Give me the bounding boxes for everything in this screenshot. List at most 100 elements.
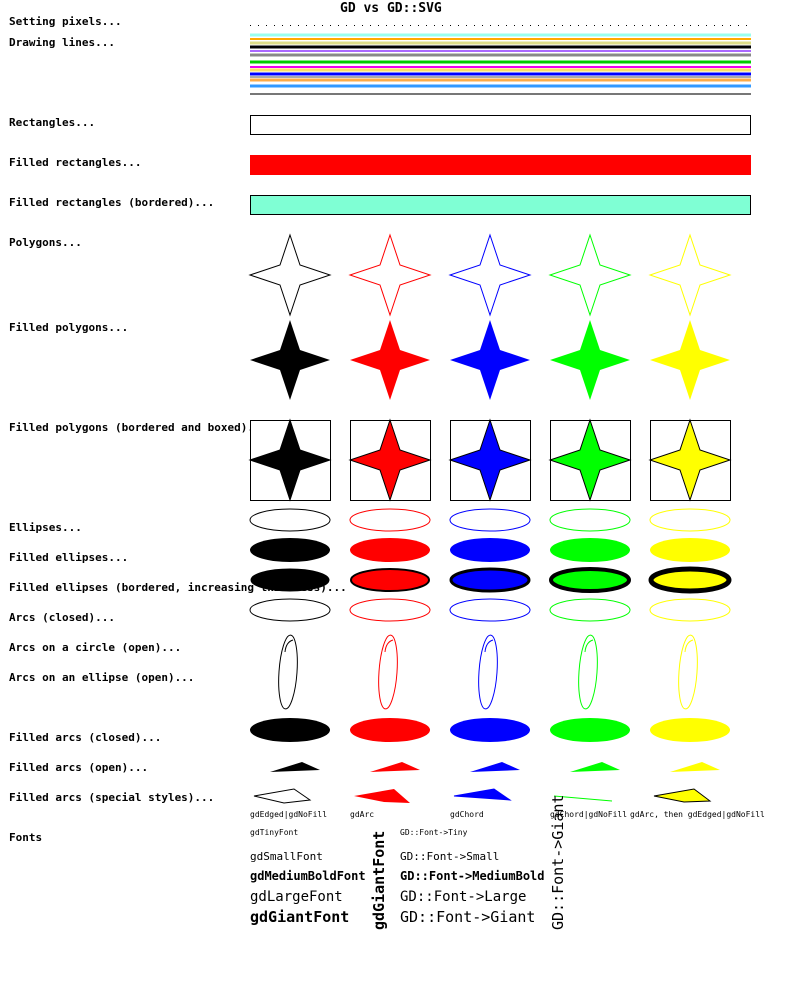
filled-rectangle: [250, 155, 751, 175]
pixel: [458, 25, 459, 26]
special-arc-arc: [354, 789, 410, 803]
label-polygons: Polygons...: [9, 236, 82, 249]
svg-font-sample-giant: GD::Font->Giant: [400, 908, 536, 926]
label-ellipses: Ellipses...: [9, 521, 82, 534]
font-sample-large: gdLargeFont: [250, 889, 343, 905]
pixel: [666, 25, 667, 26]
pixel: [658, 25, 659, 26]
ellipse-filled: [450, 538, 530, 562]
pixel: [530, 25, 531, 26]
pixel: [410, 25, 411, 26]
arc-ellipse-open: [578, 634, 598, 710]
label-fonts: Fonts: [9, 831, 43, 844]
page-title: GD vs GD::SVG: [340, 1, 442, 16]
pixel: [714, 25, 715, 26]
filled-arc-open: [370, 762, 420, 772]
pixel: [418, 25, 419, 26]
label-drawing-lines: Drawing lines...: [9, 36, 115, 49]
filled-arc-open: [470, 762, 520, 772]
filled-rectangle-bordered: [250, 195, 751, 215]
pixel: [522, 25, 523, 26]
pixel: [554, 25, 555, 26]
svg-font-sample-large: GD::Font->Large: [400, 889, 527, 905]
arc-style-caption: gdChord: [450, 810, 484, 819]
ellipse-outline: [549, 508, 631, 532]
pixel: [578, 25, 579, 26]
pixel: [674, 25, 675, 26]
filled-arc-open: [270, 762, 320, 772]
pixel-row: [250, 25, 747, 26]
label-filled-arcs-special: Filled arcs (special styles)...: [9, 791, 215, 804]
pixel: [562, 25, 563, 26]
pixel: [354, 25, 355, 26]
pixel: [642, 25, 643, 26]
pixel: [330, 25, 331, 26]
arc-style-caption: gdArc, then gdEdged|gdNoFill: [630, 810, 765, 819]
label-filled-ellipses: Filled ellipses...: [9, 551, 129, 564]
label-filled-polygons: Filled polygons...: [9, 321, 129, 334]
ellipse-bordered: [449, 567, 531, 593]
font-sample-medium: gdMediumBoldFont: [250, 869, 366, 883]
pixel: [426, 25, 427, 26]
font-sample-small: gdSmallFont: [250, 850, 323, 863]
filled-arc-closed: [550, 718, 630, 742]
arc-circle-open: [384, 639, 394, 653]
ellipse-bordered: [350, 568, 430, 592]
star-polygon-filled: [550, 320, 630, 400]
special-arc-edged-nofill: [253, 788, 312, 804]
pixel: [298, 25, 299, 26]
pixel: [498, 25, 499, 26]
special-arc-chord-nofill: [553, 795, 613, 802]
label-arcs-ellipse-open: Arcs on an ellipse (open)...: [9, 671, 195, 684]
label-arcs-closed: Arcs (closed)...: [9, 611, 115, 624]
arc-ellipse-open: [478, 634, 498, 710]
star-polygon: [249, 234, 331, 316]
pixel: [506, 25, 507, 26]
label-filled-arcs-closed: Filled arcs (closed)...: [9, 731, 162, 744]
svg-font-sample-medium: GD::Font->MediumBold: [400, 869, 545, 883]
pixel: [258, 25, 259, 26]
ellipse-bordered: [549, 567, 631, 593]
font-sample-tiny: gdTinyFont: [250, 828, 299, 837]
arc-circle-open: [584, 639, 594, 653]
pixel: [594, 25, 595, 26]
pixel: [290, 25, 291, 26]
star-polygon: [649, 234, 731, 316]
pixel: [738, 25, 739, 26]
ellipse-bordered: [250, 568, 330, 592]
pixel: [282, 25, 283, 26]
pixel: [474, 25, 475, 26]
ellipse-filled: [350, 538, 430, 562]
star-polygon-filled: [450, 320, 530, 400]
pixel: [730, 25, 731, 26]
pixel: [690, 25, 691, 26]
pixel: [306, 25, 307, 26]
label-filled-polygons-boxed: Filled polygons (bordered and boxed)...: [9, 421, 268, 434]
filled-arc-closed: [450, 718, 530, 742]
pixel: [626, 25, 627, 26]
pixel: [586, 25, 587, 26]
label-rectangles: Rectangles...: [9, 116, 96, 129]
star-polygon: [549, 234, 631, 316]
pixel: [250, 25, 251, 26]
special-arc-arc-then-edged: [653, 788, 712, 803]
pixel: [746, 25, 747, 26]
pixel: [682, 25, 683, 26]
pixel: [618, 25, 619, 26]
filled-arc-open: [670, 762, 720, 772]
star-polygon-filled: [350, 320, 430, 400]
label-filled-arcs-open: Filled arcs (open)...: [9, 761, 149, 774]
arc-ellipse-open: [378, 634, 398, 710]
ellipse-bordered: [648, 566, 732, 594]
arc-circle-open: [684, 639, 694, 653]
font-sample-vertical: gdGiantFont: [370, 830, 388, 930]
pixel: [386, 25, 387, 26]
arc-circle-open: [284, 639, 294, 653]
pixel: [610, 25, 611, 26]
pixel: [466, 25, 467, 26]
label-arcs-circle-open: Arcs on a circle (open)...: [9, 641, 182, 654]
pixel: [266, 25, 267, 26]
pixel: [394, 25, 395, 26]
arc-closed: [449, 598, 531, 622]
